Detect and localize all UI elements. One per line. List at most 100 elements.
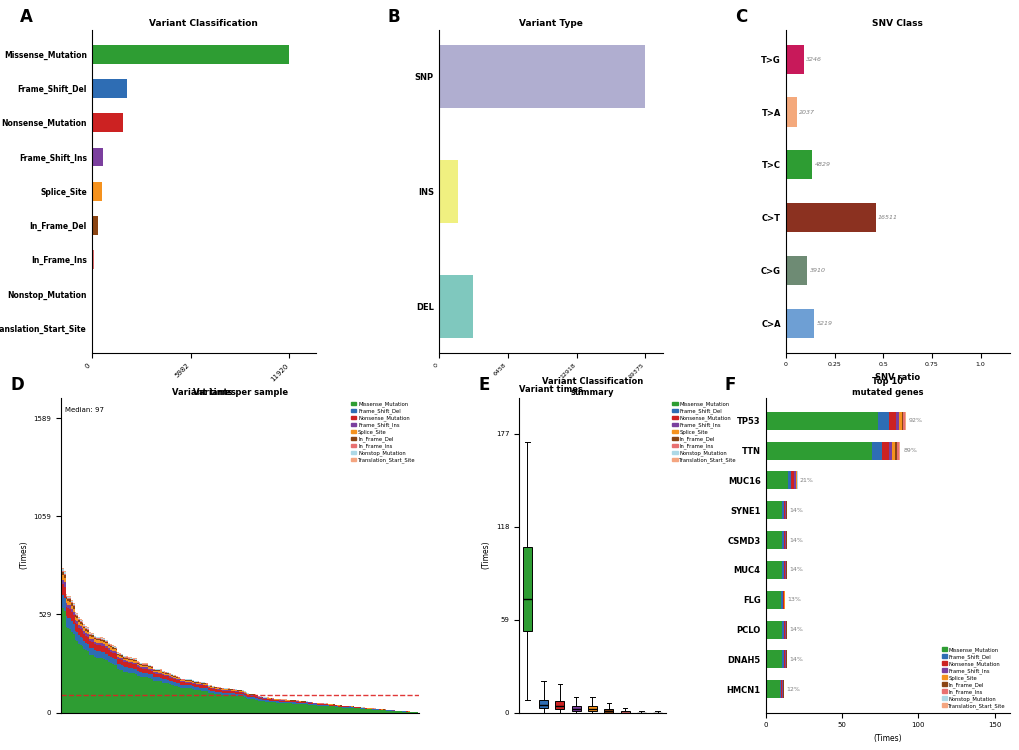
Bar [162, 672, 163, 673]
Bar [128, 660, 129, 662]
Bar [365, 709, 367, 712]
Bar [124, 667, 126, 672]
Bar [782, 591, 783, 609]
Bar [151, 674, 153, 679]
Bar [74, 620, 76, 623]
Bar [253, 699, 255, 712]
Bar [165, 680, 167, 683]
Bar [84, 649, 86, 712]
Bar [212, 694, 213, 712]
Bar [124, 672, 126, 712]
Bar [288, 702, 289, 703]
Bar [92, 113, 123, 132]
Bar [151, 670, 153, 674]
Legend: Missense_Mutation, Frame_Shift_Del, Nonsense_Mutation, Frame_Shift_Ins, Splice_S: Missense_Mutation, Frame_Shift_Del, Nons… [350, 400, 417, 464]
Bar [131, 673, 133, 712]
Bar [92, 285, 93, 304]
Bar [196, 690, 198, 712]
Bar [231, 692, 233, 693]
Bar [341, 707, 343, 712]
Bar [84, 634, 86, 640]
Bar [258, 700, 260, 712]
Bar [322, 706, 324, 712]
Bar [119, 656, 121, 658]
Bar [389, 711, 391, 712]
Bar [184, 686, 186, 688]
Bar [103, 659, 105, 712]
Bar [87, 630, 89, 632]
Bar [270, 702, 272, 712]
Bar [227, 695, 229, 712]
Bar [361, 709, 363, 712]
Bar [144, 664, 146, 666]
Bar [67, 628, 69, 712]
Bar [260, 700, 262, 712]
Bar [146, 677, 148, 712]
Bar [72, 608, 74, 612]
Bar [86, 643, 87, 650]
Bar [260, 698, 262, 699]
Bar [234, 694, 236, 696]
PathPatch shape [572, 706, 580, 711]
Bar [272, 700, 274, 701]
Bar [100, 638, 101, 639]
Bar [98, 643, 100, 645]
Bar [155, 671, 156, 672]
Bar [183, 686, 184, 688]
Bar [234, 692, 236, 694]
Bar [98, 639, 100, 640]
Bar [69, 618, 71, 628]
Bar [293, 701, 296, 703]
Bar [128, 668, 129, 673]
Bar [785, 150, 811, 179]
Bar [72, 606, 74, 608]
Bar [160, 673, 162, 674]
Bar [79, 619, 82, 620]
Text: 16511: 16511 [877, 215, 898, 220]
Bar [87, 632, 89, 634]
Bar [172, 682, 174, 686]
Bar [103, 644, 105, 646]
Bar [112, 649, 114, 651]
Bar [196, 687, 198, 690]
Bar [785, 256, 806, 285]
Bar [76, 616, 78, 618]
Bar [64, 572, 65, 574]
Bar [148, 666, 149, 667]
Bar [765, 680, 780, 698]
Bar [194, 685, 196, 687]
Bar [222, 692, 224, 694]
Bar [117, 664, 119, 669]
Bar [317, 705, 318, 706]
Bar [82, 621, 84, 622]
Bar [67, 596, 69, 597]
Bar [76, 641, 78, 712]
Bar [128, 673, 129, 712]
Bar [395, 711, 396, 712]
Bar [299, 703, 301, 704]
Bar [206, 686, 208, 688]
Bar [144, 669, 146, 673]
Bar [240, 692, 242, 694]
Bar [176, 678, 177, 680]
PathPatch shape [603, 710, 612, 712]
Bar [74, 615, 76, 617]
Bar [189, 688, 191, 712]
Bar [89, 632, 91, 633]
Bar [160, 677, 162, 682]
Bar [246, 696, 248, 698]
Bar [169, 681, 170, 684]
Bar [115, 654, 117, 659]
Bar [217, 688, 219, 689]
Bar [213, 694, 215, 712]
Bar [272, 701, 274, 702]
Bar [244, 695, 246, 698]
Bar [260, 699, 262, 700]
Bar [163, 675, 165, 676]
Bar [100, 651, 101, 658]
Bar [356, 709, 358, 712]
Bar [162, 673, 163, 674]
Bar [72, 624, 74, 634]
Bar [317, 704, 318, 705]
Bar [108, 644, 110, 646]
